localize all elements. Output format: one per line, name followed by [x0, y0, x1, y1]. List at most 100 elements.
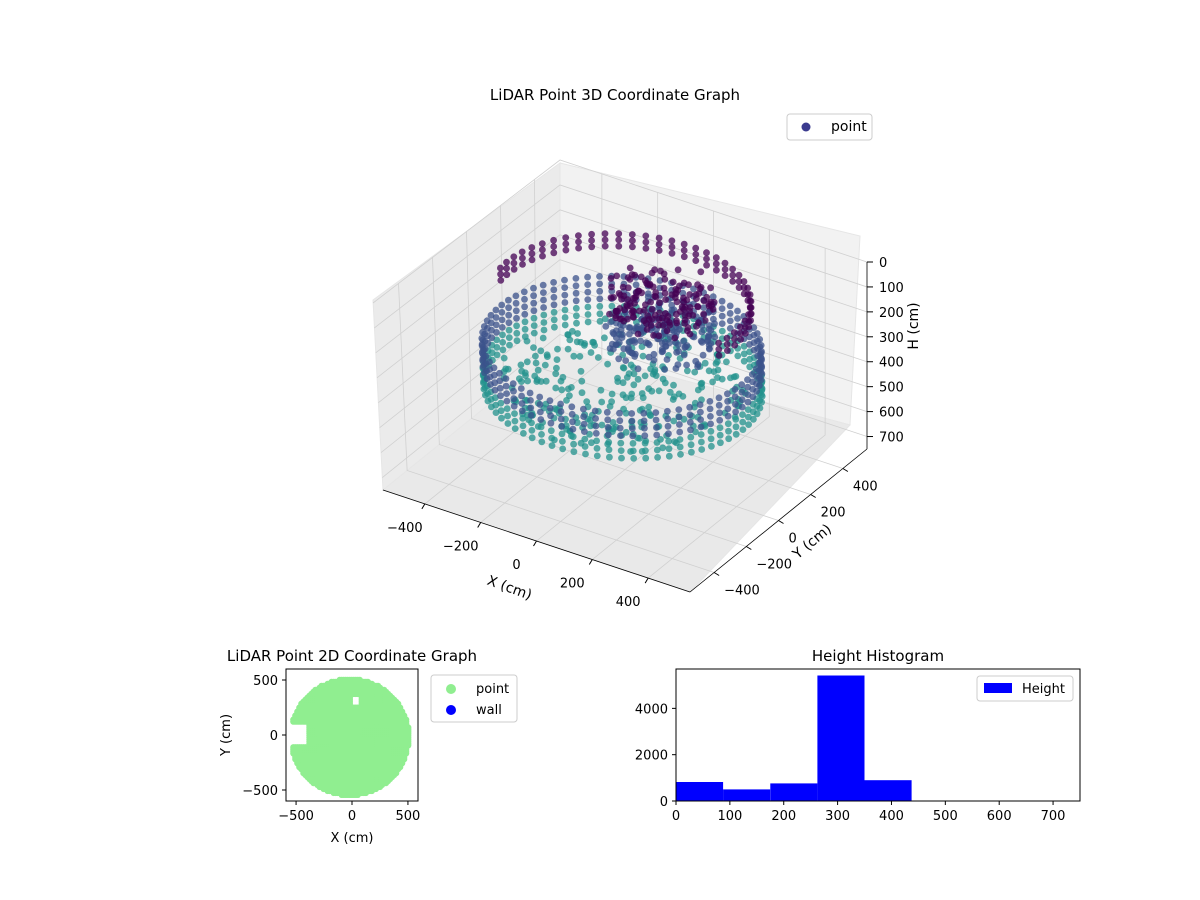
point-3d	[651, 368, 658, 376]
point-3d	[681, 343, 689, 351]
point-3d	[718, 320, 726, 327]
point-3d	[755, 359, 763, 367]
point-3d	[668, 306, 676, 314]
point-3d	[741, 317, 749, 325]
point-3d	[729, 271, 737, 279]
point-3d	[510, 402, 518, 410]
legend-3d-label: point	[831, 119, 867, 135]
point-3d	[578, 377, 586, 385]
point-3d	[513, 337, 521, 345]
y-axis-label-2d: Y (cm)	[219, 714, 234, 757]
point-3d	[742, 329, 749, 337]
point-3d	[606, 403, 614, 410]
x-tick-label-hist: 700	[1041, 809, 1066, 824]
point-3d	[718, 297, 726, 305]
point-3d	[641, 432, 649, 440]
point-3d	[690, 285, 697, 293]
grid-line-x	[480, 192, 659, 523]
point-3d	[732, 423, 740, 431]
point-3d	[528, 434, 536, 442]
point-3d	[636, 434, 643, 442]
point-3d	[650, 356, 658, 364]
point-3d	[715, 401, 723, 409]
point-3d	[703, 249, 710, 257]
point-3d	[669, 396, 677, 403]
point-3d	[616, 409, 623, 417]
legend-2d-point-label: point	[476, 682, 509, 697]
point-3d	[576, 353, 584, 360]
point-3d	[699, 351, 707, 359]
point-3d	[640, 417, 648, 425]
point-3d	[593, 437, 600, 445]
y-tick-3d	[810, 494, 816, 498]
x-tick-label-2d: 500	[396, 809, 421, 824]
point-3d	[666, 321, 674, 329]
point-3d	[642, 245, 650, 252]
point-3d	[558, 386, 566, 394]
point-3d	[517, 361, 525, 369]
point-3d	[538, 438, 546, 446]
grid-line-z	[372, 159, 868, 304]
point-3d	[592, 415, 599, 422]
point-3d	[691, 368, 699, 376]
point-3d	[701, 359, 709, 367]
point-3d	[745, 413, 752, 421]
point-3d	[586, 430, 593, 438]
point-3d	[618, 295, 625, 303]
point-3d	[626, 264, 634, 272]
point-3d	[708, 442, 715, 450]
point-3d	[551, 323, 558, 331]
point-3d	[596, 273, 603, 280]
point-3d	[738, 388, 746, 396]
point-3d	[547, 412, 554, 420]
point-3d	[543, 351, 551, 359]
point-3d	[550, 243, 558, 250]
point-3d	[584, 281, 592, 288]
point-3d	[676, 428, 684, 436]
point-2d	[405, 724, 412, 731]
legend-2d-wall-marker	[446, 705, 456, 715]
point-3d	[721, 272, 729, 279]
point-3d	[569, 418, 576, 426]
point-3d	[712, 260, 720, 268]
point-3d	[505, 304, 512, 312]
point-3d	[652, 409, 660, 416]
point-3d	[634, 365, 642, 373]
point-3d	[729, 265, 736, 273]
point-3d	[686, 411, 694, 419]
z-tick-label-3d: 200	[879, 306, 904, 321]
point-3d	[713, 358, 721, 366]
y-tick-label-3d: 200	[821, 506, 846, 521]
grid-line-z	[378, 259, 868, 404]
point-3d	[584, 311, 592, 318]
point-3d	[496, 384, 504, 392]
grid-line-x	[647, 248, 826, 579]
point-3d	[615, 242, 623, 250]
point-3d	[588, 439, 595, 447]
point-3d	[734, 307, 741, 315]
histogram-title: Height Histogram	[812, 647, 944, 665]
point-3d	[744, 406, 752, 413]
point-3d	[643, 326, 651, 333]
point-3d	[675, 406, 683, 413]
point-3d	[537, 408, 544, 416]
point-3d	[693, 322, 700, 330]
point-3d	[624, 284, 632, 292]
point-3d	[530, 292, 537, 300]
point-3d	[498, 316, 506, 324]
point-3d	[526, 389, 534, 397]
point-3d	[715, 339, 722, 347]
point-3d	[607, 275, 615, 282]
point-3d	[562, 234, 570, 242]
point-3d	[598, 398, 606, 406]
point-3d	[522, 372, 529, 379]
point-3d	[542, 377, 550, 385]
point-3d	[563, 397, 570, 404]
point-3d	[756, 336, 764, 343]
point-3d	[491, 394, 499, 402]
x-tick-label-hist: 200	[771, 809, 796, 824]
point-3d	[656, 299, 663, 307]
point-3d	[497, 277, 505, 284]
grid-line-z	[380, 309, 868, 453]
point-3d	[540, 304, 547, 311]
